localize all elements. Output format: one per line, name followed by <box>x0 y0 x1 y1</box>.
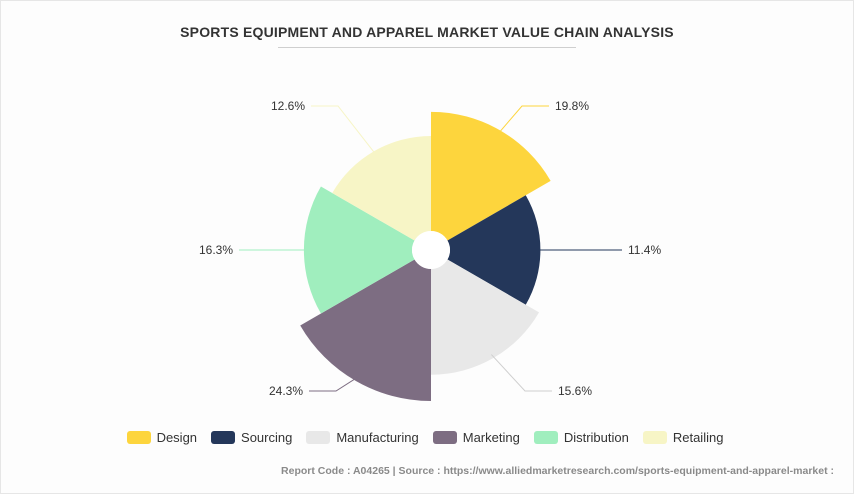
rose-slice-distribution[interactable] <box>303 186 415 314</box>
data-label-manufacturing: 15.6% <box>558 384 592 398</box>
legend-item-design[interactable]: Design <box>126 430 198 445</box>
source-footer: Report Code : A04265 | Source : https://… <box>281 465 834 477</box>
legend-label: Design <box>156 430 198 445</box>
data-label-retailing: 12.6% <box>271 99 305 113</box>
data-label-sourcing: 11.4% <box>628 243 661 257</box>
legend-item-manufacturing[interactable]: Manufacturing <box>306 430 419 445</box>
legend-label: Marketing <box>462 430 520 445</box>
legend-swatch <box>432 431 457 444</box>
rose-slice-retailing[interactable] <box>332 135 431 241</box>
rose-slice-sourcing[interactable] <box>447 195 541 305</box>
legend-swatch <box>533 431 558 444</box>
rose-slice-marketing[interactable] <box>300 259 431 402</box>
leader-line-marketing <box>309 376 358 392</box>
title-underline <box>278 47 576 48</box>
leader-line-manufacturing <box>491 354 552 392</box>
legend-label: Manufacturing <box>336 430 419 445</box>
legend-item-marketing[interactable]: Marketing <box>432 430 520 445</box>
data-label-design: 19.8% <box>555 99 589 113</box>
legend-item-sourcing[interactable]: Sourcing <box>211 430 292 445</box>
legend-label: Sourcing <box>241 430 293 445</box>
legend-item-retailing[interactable]: Retailing <box>642 430 724 445</box>
center-hole <box>412 231 450 269</box>
data-label-marketing: 24.3% <box>269 384 303 398</box>
legend-label: Retailing <box>672 430 724 445</box>
data-label-distribution: 16.3% <box>199 243 233 257</box>
rose-slice-design[interactable] <box>431 111 551 241</box>
legend-label: Distribution <box>563 430 629 445</box>
chart-title: SPORTS EQUIPMENT AND APPAREL MARKET VALU… <box>180 24 674 40</box>
legend-item-distribution[interactable]: Distribution <box>533 430 629 445</box>
legend-swatch <box>642 431 667 444</box>
legend-swatch <box>211 431 236 444</box>
chart-legend: Design Sourcing Manufacturing Marketing Dist… <box>0 430 854 445</box>
rose-slice-manufacturing[interactable] <box>431 259 540 375</box>
leader-line-retailing <box>311 105 377 156</box>
legend-swatch <box>306 431 331 444</box>
leader-line-design <box>497 105 549 135</box>
legend-swatch <box>126 431 151 444</box>
